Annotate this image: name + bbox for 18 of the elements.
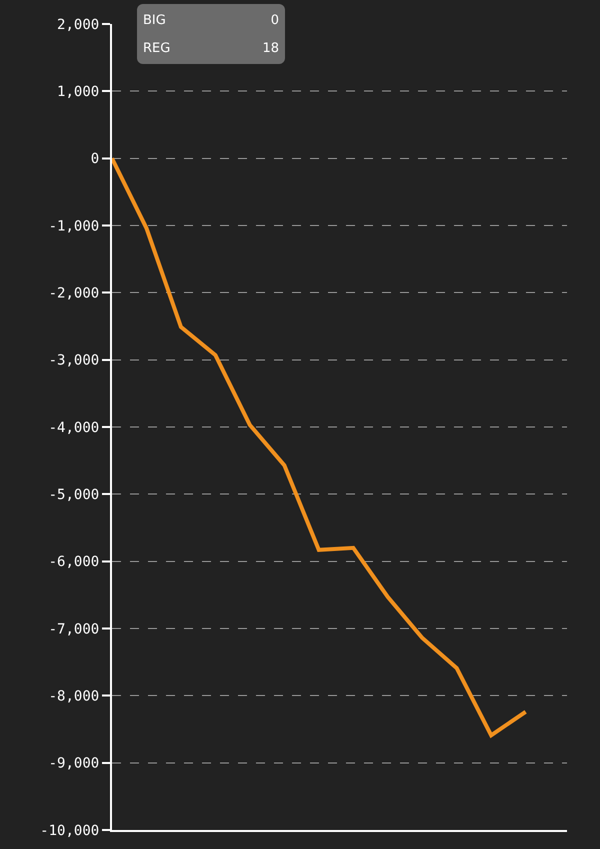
y-tick-label: -7,000 [48,621,100,638]
y-tick-label: 1,000 [57,84,100,100]
annotation: 0 [270,12,279,28]
y-tick-label: -8,000 [48,688,100,705]
annotation: BIG [143,12,166,28]
y-tick-label: -1,000 [48,218,100,234]
y-tick-label: -3,000 [48,352,100,369]
y-tick-label: -9,000 [48,756,100,772]
y-tick-label: -6,000 [48,554,100,570]
annotation: 18 [262,40,279,56]
annotation: REG [143,40,170,56]
line-series [112,156,528,738]
y-tick-label: -5,000 [48,487,100,504]
y-tick-label: -2,000 [48,286,100,302]
y-tick-label: -4,000 [48,420,100,436]
y-tick-label: 0 [90,151,100,168]
y-tick-label: 2,000 [57,16,100,33]
y-tick-label: -10,000 [40,822,100,839]
